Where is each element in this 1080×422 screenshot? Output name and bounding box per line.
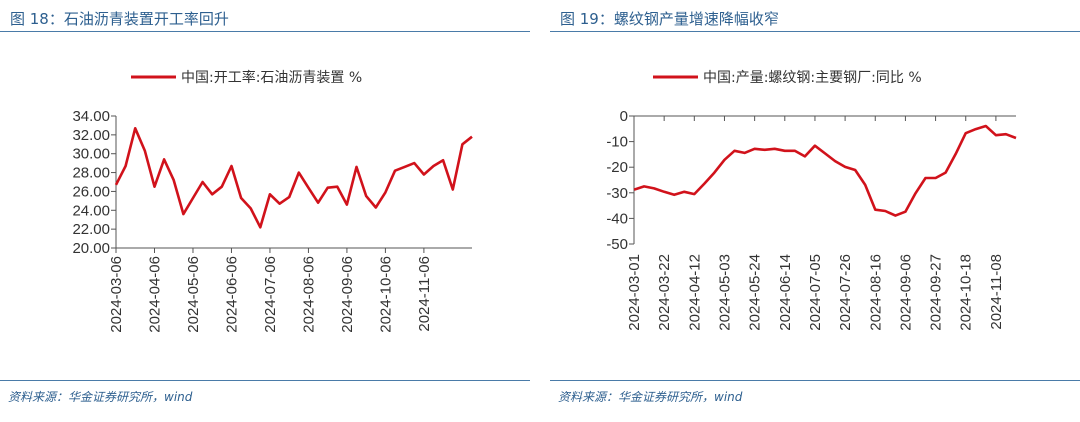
x-tick-label: 2024-07-05	[807, 254, 824, 331]
y-tick-label: -20	[606, 159, 628, 176]
y-tick-label: 32.00	[72, 127, 110, 144]
legend-label: 中国:开工率:石油沥青装置 %	[181, 69, 362, 86]
x-tick-label: 2024-09-06	[339, 256, 356, 333]
legend-label: 中国:产量:螺纹钢:主要钢厂:同比 %	[703, 70, 922, 86]
y-tick-label: 30.00	[72, 146, 110, 163]
x-tick-label: 2024-03-06	[108, 256, 125, 333]
x-tick-label: 2024-05-03	[716, 254, 733, 331]
x-tick-label: 2024-09-06	[897, 254, 914, 331]
source-note: 资料来源：华金证券研究所，wind	[8, 390, 193, 404]
x-tick-label: 2024-09-27	[928, 254, 945, 331]
x-tick-label: 2024-11-08	[988, 254, 1005, 330]
source-note: 资料来源：华金证券研究所，wind	[558, 390, 743, 404]
y-tick-label: 0	[620, 108, 628, 125]
footer-divider	[0, 380, 530, 381]
legend: 中国:开工率:石油沥青装置 %	[131, 69, 362, 86]
x-tick-label: 2024-11-06	[416, 256, 433, 332]
x-tick-label: 2024-06-14	[777, 254, 794, 331]
y-tick-label: -50	[606, 236, 628, 253]
chart-panel-left: 图 18：石油沥青装置开工率回升 中国:开工率:石油沥青装置 % 34.00 32…	[0, 0, 530, 422]
line-chart-left: 中国:开工率:石油沥青装置 % 34.00 32.00 30.00 28.0026.0…	[72, 69, 473, 333]
x-tick-label: 2024-10-18	[958, 254, 975, 331]
x-tick-label: 2024-06-06	[223, 256, 240, 333]
legend: 中国:产量:螺纹钢:主要钢厂:同比 %	[653, 70, 922, 86]
x-tick-label: 2024-10-06	[377, 256, 394, 333]
series-line	[633, 124, 1017, 217]
footer-divider	[550, 380, 1080, 381]
y-tick-label: 26.00	[72, 183, 110, 200]
y-tick-label: -10	[606, 134, 628, 151]
x-tick-label: 2024-05-24	[747, 254, 764, 331]
title-divider	[550, 31, 1080, 32]
y-tick-label: 22.00	[72, 221, 110, 238]
x-tick-label: 2024-07-06	[262, 256, 279, 333]
line-chart-right: 中国:产量:螺纹钢:主要钢厂:同比 % 0-10-20-30-40-502024…	[606, 70, 1017, 331]
chart-title: 图 18：石油沥青装置开工率回升	[10, 10, 229, 28]
x-tick-label: 2024-08-16	[867, 254, 884, 331]
title-divider	[0, 31, 530, 32]
series-line	[114, 127, 473, 229]
y-tick-label: 20.00	[72, 240, 110, 257]
x-tick-label: 2024-07-26	[837, 254, 854, 331]
x-tick-label: 2024-04-06	[146, 256, 163, 333]
x-tick-label: 2024-04-12	[686, 254, 703, 331]
chart-title: 图 19：螺纹钢产量增速降幅收窄	[560, 10, 779, 28]
x-tick-label: 2024-05-06	[185, 256, 202, 333]
chart-panel-right: 图 19：螺纹钢产量增速降幅收窄 中国:产量:螺纹钢:主要钢厂:同比 % 0 -1…	[550, 0, 1080, 422]
y-tick-label: 34.00	[72, 108, 110, 125]
y-tick-label: 28.00	[72, 165, 110, 182]
x-tick-label: 2024-03-22	[656, 254, 673, 331]
y-tick-label: -30	[606, 185, 628, 202]
x-tick-label: 2024-03-01	[626, 254, 643, 331]
y-tick-label: -40	[606, 210, 628, 227]
x-tick-label: 2024-08-06	[300, 256, 317, 333]
y-tick-label: 24.00	[72, 202, 110, 219]
